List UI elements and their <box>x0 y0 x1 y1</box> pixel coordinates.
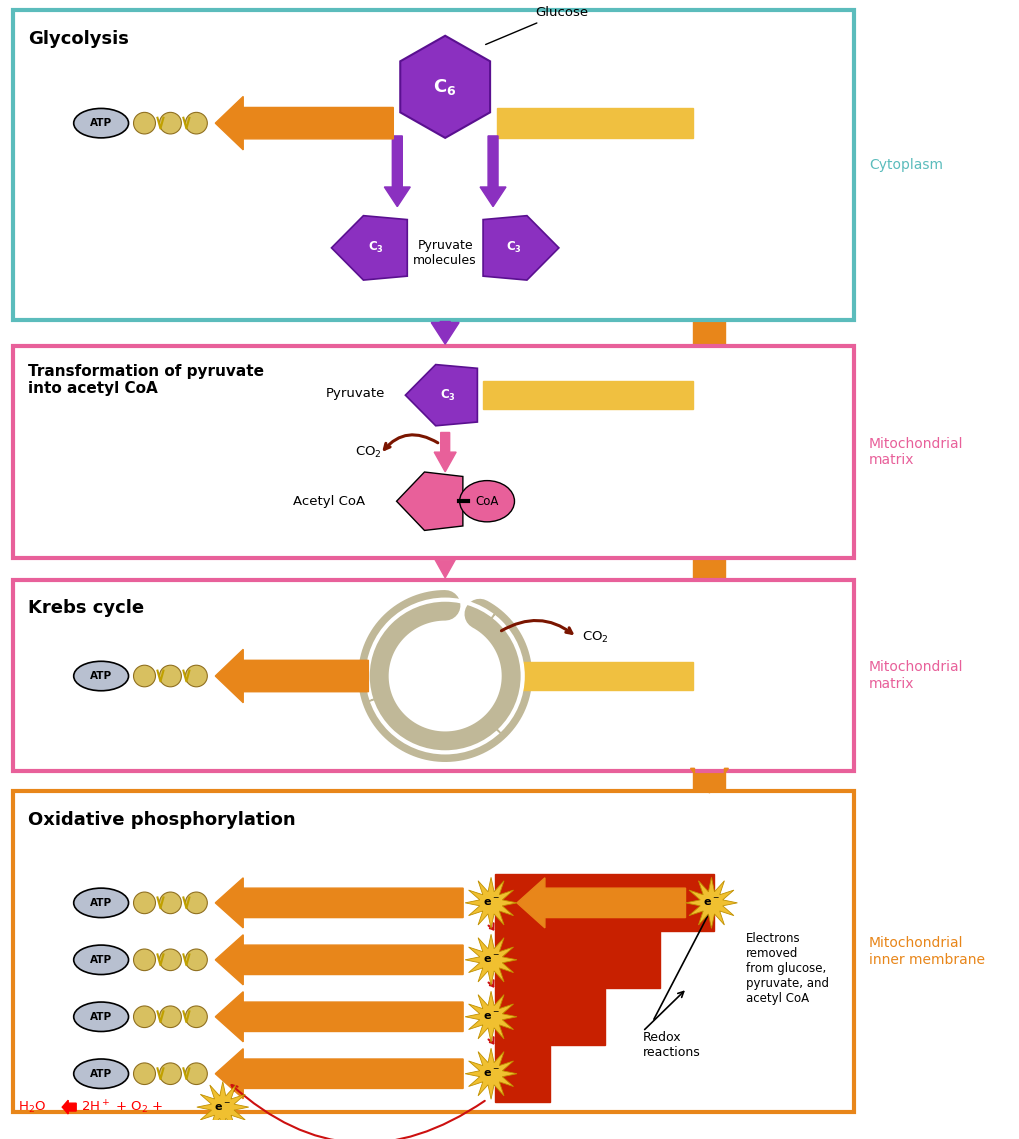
Circle shape <box>185 1006 207 1027</box>
Text: H$_2$O: H$_2$O <box>18 1099 47 1115</box>
Text: Cytoplasm: Cytoplasm <box>868 158 943 172</box>
Circle shape <box>133 1006 155 1027</box>
Circle shape <box>159 113 181 134</box>
FancyBboxPatch shape <box>13 790 853 1112</box>
Circle shape <box>185 113 207 134</box>
FancyArrow shape <box>215 1049 463 1099</box>
FancyArrow shape <box>481 611 496 630</box>
FancyArrow shape <box>365 695 388 703</box>
Text: Mitochondrial
inner membrane: Mitochondrial inner membrane <box>868 936 984 967</box>
Text: e$^-$: e$^-$ <box>482 1011 499 1023</box>
Text: ATP: ATP <box>90 1011 112 1022</box>
Text: Mitochondrial
matrix: Mitochondrial matrix <box>868 661 963 690</box>
FancyArrow shape <box>215 992 463 1042</box>
Circle shape <box>133 113 155 134</box>
Text: ATP: ATP <box>90 671 112 681</box>
Text: CO$_2$: CO$_2$ <box>581 630 608 645</box>
Text: Pyruvate: Pyruvate <box>326 387 385 400</box>
Ellipse shape <box>73 662 128 690</box>
Bar <box>693 10 725 1112</box>
FancyArrow shape <box>215 649 368 703</box>
FancyArrow shape <box>384 136 410 206</box>
Polygon shape <box>197 1082 249 1132</box>
Text: e$^-$: e$^-$ <box>482 1068 499 1080</box>
FancyArrow shape <box>431 321 459 344</box>
Circle shape <box>133 665 155 687</box>
Text: CO$_2$: CO$_2$ <box>355 444 382 460</box>
FancyArrow shape <box>215 935 463 985</box>
FancyArrow shape <box>517 878 685 928</box>
Text: Glucose: Glucose <box>485 6 588 44</box>
Text: Oxidative phosphorylation: Oxidative phosphorylation <box>29 811 296 828</box>
Text: ATP: ATP <box>90 898 112 908</box>
Polygon shape <box>685 877 737 928</box>
Text: e$^-$: e$^-$ <box>214 1101 231 1113</box>
FancyBboxPatch shape <box>13 346 853 558</box>
Text: Electrons
removed
from glucose,
pyruvate, and
acetyl CoA: Electrons removed from glucose, pyruvate… <box>746 933 828 1006</box>
Circle shape <box>133 949 155 970</box>
Circle shape <box>159 1006 181 1027</box>
FancyArrow shape <box>690 769 728 793</box>
Text: Acetyl CoA: Acetyl CoA <box>293 494 365 508</box>
Text: CoA: CoA <box>475 494 498 508</box>
Text: $\mathbf{C_6}$: $\mathbf{C_6}$ <box>433 76 457 97</box>
Text: Mitochondrial
matrix: Mitochondrial matrix <box>868 437 963 467</box>
FancyArrow shape <box>215 878 463 928</box>
Text: ATP: ATP <box>90 954 112 965</box>
Polygon shape <box>465 1048 517 1099</box>
FancyBboxPatch shape <box>13 10 853 320</box>
Polygon shape <box>494 875 713 1103</box>
Polygon shape <box>396 472 463 531</box>
FancyArrow shape <box>62 1100 76 1114</box>
Polygon shape <box>465 991 517 1042</box>
Circle shape <box>133 892 155 913</box>
Ellipse shape <box>73 888 128 918</box>
Circle shape <box>185 1063 207 1084</box>
Text: e$^-$: e$^-$ <box>702 898 719 909</box>
Polygon shape <box>483 215 558 280</box>
FancyBboxPatch shape <box>13 580 853 771</box>
Circle shape <box>185 949 207 970</box>
Text: 2H$^+$ + O$_2$ +: 2H$^+$ + O$_2$ + <box>82 1098 163 1116</box>
Text: Glycolysis: Glycolysis <box>29 30 129 48</box>
Text: Redox
reactions: Redox reactions <box>642 1032 700 1059</box>
Text: $\mathbf{C_3}$: $\mathbf{C_3}$ <box>440 387 455 403</box>
Ellipse shape <box>73 108 128 138</box>
Ellipse shape <box>73 945 128 975</box>
FancyArrow shape <box>434 433 455 472</box>
Circle shape <box>185 665 207 687</box>
Polygon shape <box>399 35 489 138</box>
Text: Transformation of pyruvate
into acetyl CoA: Transformation of pyruvate into acetyl C… <box>29 363 264 396</box>
Bar <box>483 382 693 409</box>
FancyArrow shape <box>486 718 503 736</box>
Bar <box>496 108 693 138</box>
Circle shape <box>159 949 181 970</box>
Text: ATP: ATP <box>90 118 112 129</box>
Ellipse shape <box>460 481 514 522</box>
Polygon shape <box>405 364 477 426</box>
Bar <box>522 662 693 690</box>
Ellipse shape <box>73 1059 128 1089</box>
Text: ATP: ATP <box>90 1068 112 1079</box>
Polygon shape <box>331 215 407 280</box>
FancyArrow shape <box>480 136 505 206</box>
Circle shape <box>401 633 488 719</box>
Polygon shape <box>465 934 517 985</box>
Circle shape <box>159 665 181 687</box>
Circle shape <box>185 892 207 913</box>
Polygon shape <box>465 877 517 928</box>
Text: $\mathbf{C_3}$: $\mathbf{C_3}$ <box>368 240 384 255</box>
Circle shape <box>159 1063 181 1084</box>
Text: $\mathbf{C_3}$: $\mathbf{C_3}$ <box>505 240 522 255</box>
Text: Krebs cycle: Krebs cycle <box>29 599 145 617</box>
Text: e$^-$: e$^-$ <box>482 954 499 966</box>
FancyArrow shape <box>215 97 393 150</box>
Ellipse shape <box>73 1002 128 1032</box>
Circle shape <box>159 892 181 913</box>
Circle shape <box>133 1063 155 1084</box>
Text: e$^-$: e$^-$ <box>482 898 499 909</box>
Text: Pyruvate
molecules: Pyruvate molecules <box>413 239 477 267</box>
FancyArrow shape <box>434 558 455 577</box>
